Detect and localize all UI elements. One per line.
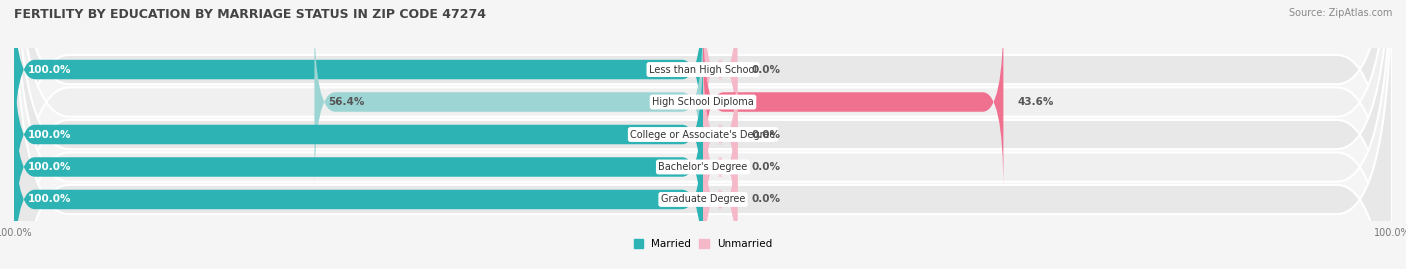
Text: Bachelor's Degree: Bachelor's Degree	[658, 162, 748, 172]
Text: 100.0%: 100.0%	[28, 162, 72, 172]
FancyBboxPatch shape	[14, 47, 703, 222]
FancyBboxPatch shape	[14, 0, 1392, 269]
FancyBboxPatch shape	[14, 79, 703, 255]
FancyBboxPatch shape	[14, 0, 1392, 269]
Legend: Married, Unmarried: Married, Unmarried	[630, 235, 776, 253]
Text: FERTILITY BY EDUCATION BY MARRIAGE STATUS IN ZIP CODE 47274: FERTILITY BY EDUCATION BY MARRIAGE STATU…	[14, 8, 486, 21]
Text: Graduate Degree: Graduate Degree	[661, 194, 745, 204]
Text: 100.0%: 100.0%	[28, 194, 72, 204]
Text: 0.0%: 0.0%	[751, 162, 780, 172]
FancyBboxPatch shape	[14, 0, 1392, 269]
FancyBboxPatch shape	[703, 14, 1004, 190]
Text: 0.0%: 0.0%	[751, 129, 780, 140]
Text: Source: ZipAtlas.com: Source: ZipAtlas.com	[1288, 8, 1392, 18]
FancyBboxPatch shape	[703, 79, 738, 255]
FancyBboxPatch shape	[14, 112, 703, 269]
FancyBboxPatch shape	[703, 112, 738, 269]
Text: High School Diploma: High School Diploma	[652, 97, 754, 107]
FancyBboxPatch shape	[703, 0, 738, 157]
Text: 43.6%: 43.6%	[1017, 97, 1053, 107]
FancyBboxPatch shape	[14, 0, 703, 157]
Text: College or Associate's Degree: College or Associate's Degree	[630, 129, 776, 140]
FancyBboxPatch shape	[703, 47, 738, 222]
Text: Less than High School: Less than High School	[650, 65, 756, 75]
Text: 0.0%: 0.0%	[751, 194, 780, 204]
Text: 100.0%: 100.0%	[28, 65, 72, 75]
Text: 56.4%: 56.4%	[328, 97, 364, 107]
FancyBboxPatch shape	[315, 14, 703, 190]
Text: 0.0%: 0.0%	[751, 65, 780, 75]
Text: 100.0%: 100.0%	[28, 129, 72, 140]
FancyBboxPatch shape	[14, 0, 1392, 269]
FancyBboxPatch shape	[14, 0, 1392, 269]
